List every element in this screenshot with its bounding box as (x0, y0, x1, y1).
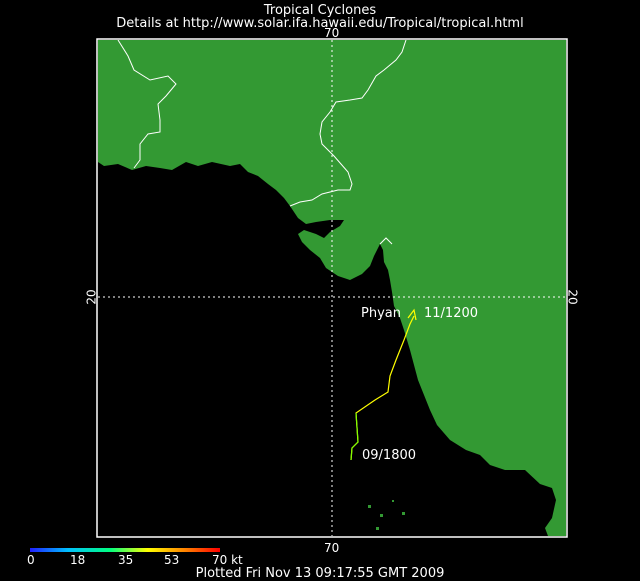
wind-scale-tick: 53 (164, 553, 180, 567)
lat-label-left: 20 (84, 289, 99, 305)
wind-scale-bar (30, 548, 220, 552)
island-speck (376, 527, 379, 530)
political-boundary (117, 40, 177, 169)
wind-scale-tick: 70 kt (212, 553, 243, 567)
plot-timestamp: Plotted Fri Nov 13 09:17:55 GMT 2009 (195, 566, 445, 581)
cyclone-track-arrowhead (407, 308, 417, 321)
political-boundary (379, 237, 393, 245)
storm-start-time-label: 09/1800 (362, 448, 417, 463)
island-speck (368, 505, 371, 508)
island-speck (392, 500, 394, 502)
map-title: Tropical Cyclones (263, 3, 377, 18)
island-speck (380, 514, 383, 517)
lon-label-top: 70 (324, 26, 340, 40)
wind-scale-tick: 0 (27, 553, 35, 567)
lat-label-right: 20 (565, 289, 580, 305)
map-subtitle: Details at http://www.solar.ifa.hawaii.e… (116, 16, 524, 31)
storm-end-time-label: 11/1200 (424, 306, 479, 321)
island-speck (402, 512, 405, 515)
political-boundary (289, 40, 407, 207)
lon-label-bottom: 70 (324, 541, 340, 555)
wind-scale-tick: 35 (118, 553, 134, 567)
cyclone-track-start (350, 412, 359, 461)
wind-scale-tick: 18 (70, 553, 86, 567)
map-frame (96, 38, 568, 538)
storm-name-label: Phyan (361, 306, 401, 321)
land-area (98, 40, 566, 536)
